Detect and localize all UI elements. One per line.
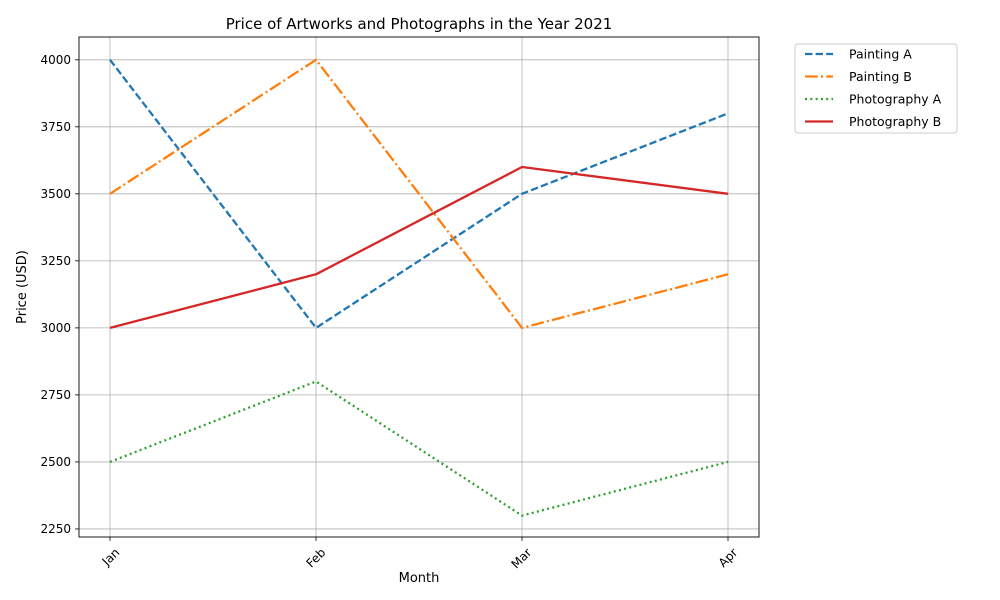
series-line-photography-a — [109, 380, 729, 517]
series-line-painting-b — [109, 58, 729, 330]
y-tick-label: 4000 — [40, 53, 71, 67]
y-tick-label: 3750 — [40, 120, 71, 134]
plot-frame — [78, 36, 760, 538]
y-tick-label: 2750 — [40, 388, 71, 402]
y-ticks: 2250 2500 2750 3000 3250 3500 3750 4000 — [40, 53, 79, 536]
y-tick-label: 2500 — [40, 455, 71, 469]
x-ticks: Jan Feb Mar Apr — [99, 537, 741, 571]
legend-label: Photography A — [849, 92, 942, 107]
x-grid — [109, 37, 729, 537]
y-grid — [79, 59, 759, 530]
legend-label: Photography B — [849, 114, 941, 129]
x-tick-label: Mar — [508, 545, 534, 571]
y-tick-label: 3250 — [40, 254, 71, 268]
x-tick-label: Feb — [303, 545, 328, 570]
legend: Painting A Painting B Photography A Photogr… — [794, 43, 958, 134]
series-line-photography-b — [109, 165, 729, 330]
y-tick-label: 3500 — [40, 187, 71, 201]
legend-label: Painting B — [849, 69, 912, 84]
y-axis-label: Price (USD) — [15, 250, 30, 324]
y-tick-label: 2250 — [40, 522, 71, 536]
series-lines — [109, 58, 729, 517]
series-line-painting-a — [109, 59, 729, 330]
x-tick-label: Apr — [716, 545, 741, 570]
legend-box — [794, 43, 958, 134]
legend-label: Painting A — [849, 47, 912, 62]
x-axis-label: Month — [399, 571, 440, 586]
y-tick-label: 3000 — [40, 321, 71, 335]
chart-title: Price of Artworks and Photographs in the… — [226, 15, 613, 33]
x-tick-label: Jan — [99, 545, 123, 569]
